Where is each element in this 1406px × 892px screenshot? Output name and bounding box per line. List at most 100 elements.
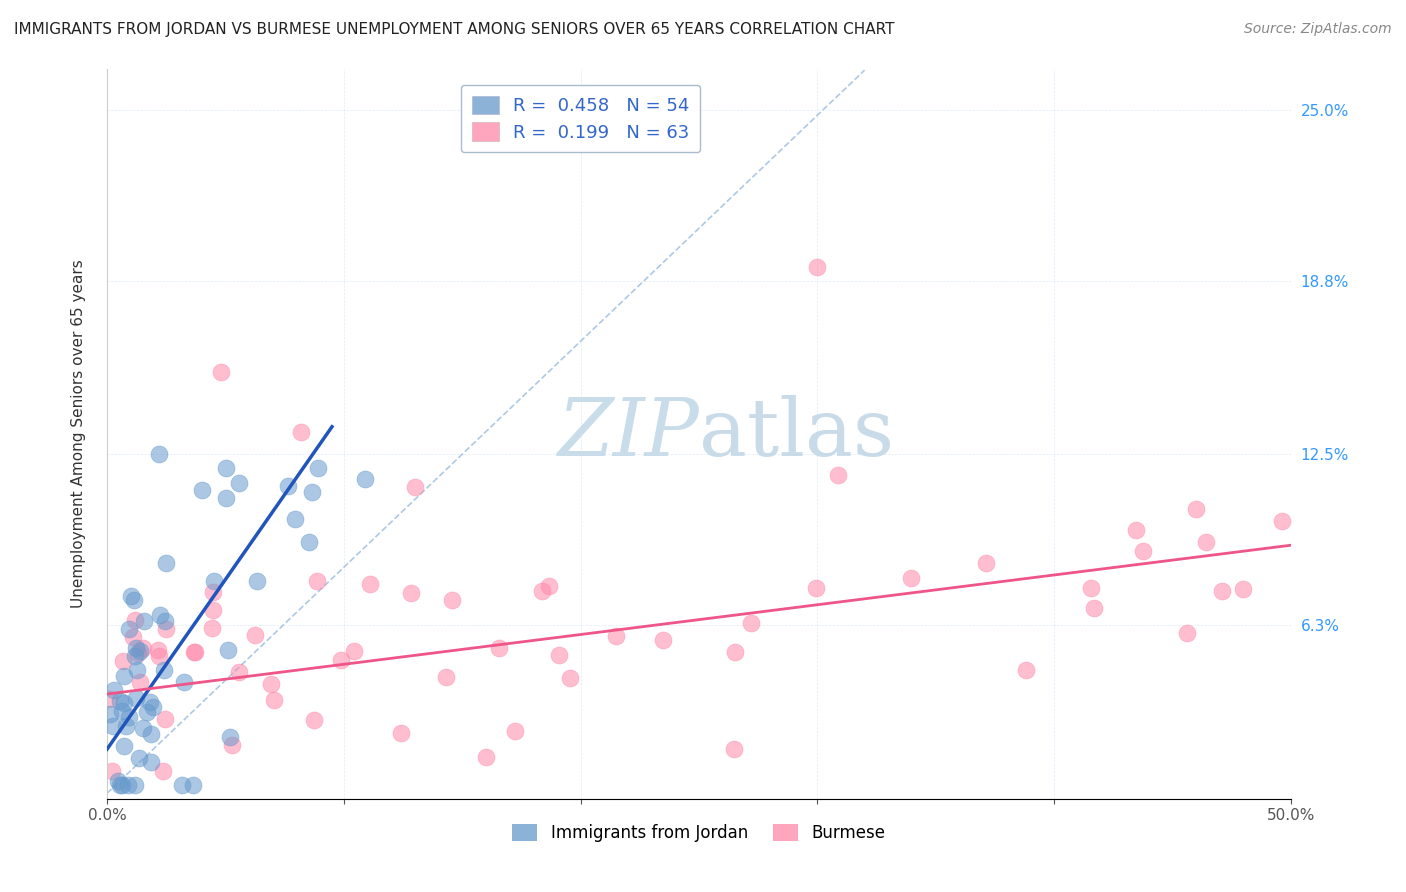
Point	[260, 676, 283, 690]
Point	[108, 694, 131, 708]
Point	[139, 694, 162, 708]
Point	[127, 646, 149, 660]
Point	[488, 641, 510, 656]
Point	[141, 755, 163, 769]
Text: Source: ZipAtlas.com: Source: ZipAtlas.com	[1244, 22, 1392, 37]
Point	[155, 614, 177, 628]
Point	[277, 479, 299, 493]
Point	[1175, 626, 1198, 640]
Point	[141, 700, 163, 714]
Point	[111, 654, 134, 668]
Point	[191, 483, 214, 497]
Point	[243, 628, 266, 642]
Point	[724, 645, 747, 659]
Point	[228, 476, 250, 491]
Point	[530, 583, 553, 598]
Point	[305, 574, 328, 589]
Point	[112, 696, 135, 710]
Point	[122, 630, 145, 644]
Point	[441, 592, 464, 607]
Point	[136, 705, 159, 719]
Point	[217, 643, 239, 657]
Point	[209, 365, 232, 379]
Point	[202, 585, 225, 599]
Point	[173, 675, 195, 690]
Point	[475, 750, 498, 764]
Point	[117, 778, 139, 792]
Point	[218, 731, 240, 745]
Point	[1080, 581, 1102, 595]
Point	[117, 709, 139, 723]
Point	[120, 589, 142, 603]
Point	[343, 644, 366, 658]
Point	[183, 645, 205, 659]
Point	[172, 778, 194, 792]
Point	[723, 742, 745, 756]
Point	[103, 683, 125, 698]
Point	[353, 472, 375, 486]
Point	[124, 778, 146, 792]
Point	[184, 645, 207, 659]
Point	[228, 665, 250, 679]
Point	[124, 649, 146, 664]
Point	[558, 672, 581, 686]
Point	[1125, 523, 1147, 537]
Point	[108, 778, 131, 792]
Point	[148, 648, 170, 663]
Point	[202, 574, 225, 588]
Point	[1232, 582, 1254, 597]
Y-axis label: Unemployment Among Seniors over 65 years: Unemployment Among Seniors over 65 years	[72, 260, 86, 608]
Point	[111, 704, 134, 718]
Point	[114, 669, 136, 683]
Point	[399, 586, 422, 600]
Point	[1271, 514, 1294, 528]
Point	[129, 675, 152, 690]
Point	[974, 556, 997, 570]
Text: ZIP: ZIP	[557, 395, 699, 473]
Point	[900, 571, 922, 585]
Point	[181, 778, 204, 792]
Point	[153, 664, 176, 678]
Point	[152, 764, 174, 779]
Point	[1014, 664, 1036, 678]
Point	[503, 723, 526, 738]
Point	[548, 648, 571, 662]
Point	[1185, 501, 1208, 516]
Point	[284, 512, 307, 526]
Text: atlas: atlas	[699, 394, 894, 473]
Point	[201, 603, 224, 617]
Point	[1083, 600, 1105, 615]
Point	[740, 615, 762, 630]
Point	[114, 719, 136, 733]
Point	[302, 714, 325, 728]
Point	[112, 739, 135, 754]
Point	[804, 581, 827, 595]
Point	[155, 712, 177, 726]
Point	[132, 640, 155, 655]
Point	[127, 663, 149, 677]
Point	[128, 751, 150, 765]
Point	[101, 718, 124, 732]
Point	[155, 622, 177, 636]
Point	[605, 629, 627, 643]
Point	[128, 644, 150, 658]
Point	[111, 778, 134, 792]
Point	[98, 691, 121, 706]
Point	[827, 467, 849, 482]
Point	[139, 726, 162, 740]
Point	[215, 461, 238, 475]
Point	[132, 722, 155, 736]
Point	[1211, 583, 1233, 598]
Point	[100, 764, 122, 779]
Text: IMMIGRANTS FROM JORDAN VS BURMESE UNEMPLOYMENT AMONG SENIORS OVER 65 YEARS CORRE: IMMIGRANTS FROM JORDAN VS BURMESE UNEMPL…	[14, 22, 894, 37]
Point	[125, 690, 148, 705]
Point	[122, 593, 145, 607]
Point	[290, 425, 312, 440]
Point	[149, 607, 172, 622]
Point	[263, 693, 285, 707]
Point	[307, 461, 329, 475]
Point	[389, 726, 412, 740]
Point	[124, 613, 146, 627]
Point	[132, 614, 155, 628]
Point	[221, 738, 243, 752]
